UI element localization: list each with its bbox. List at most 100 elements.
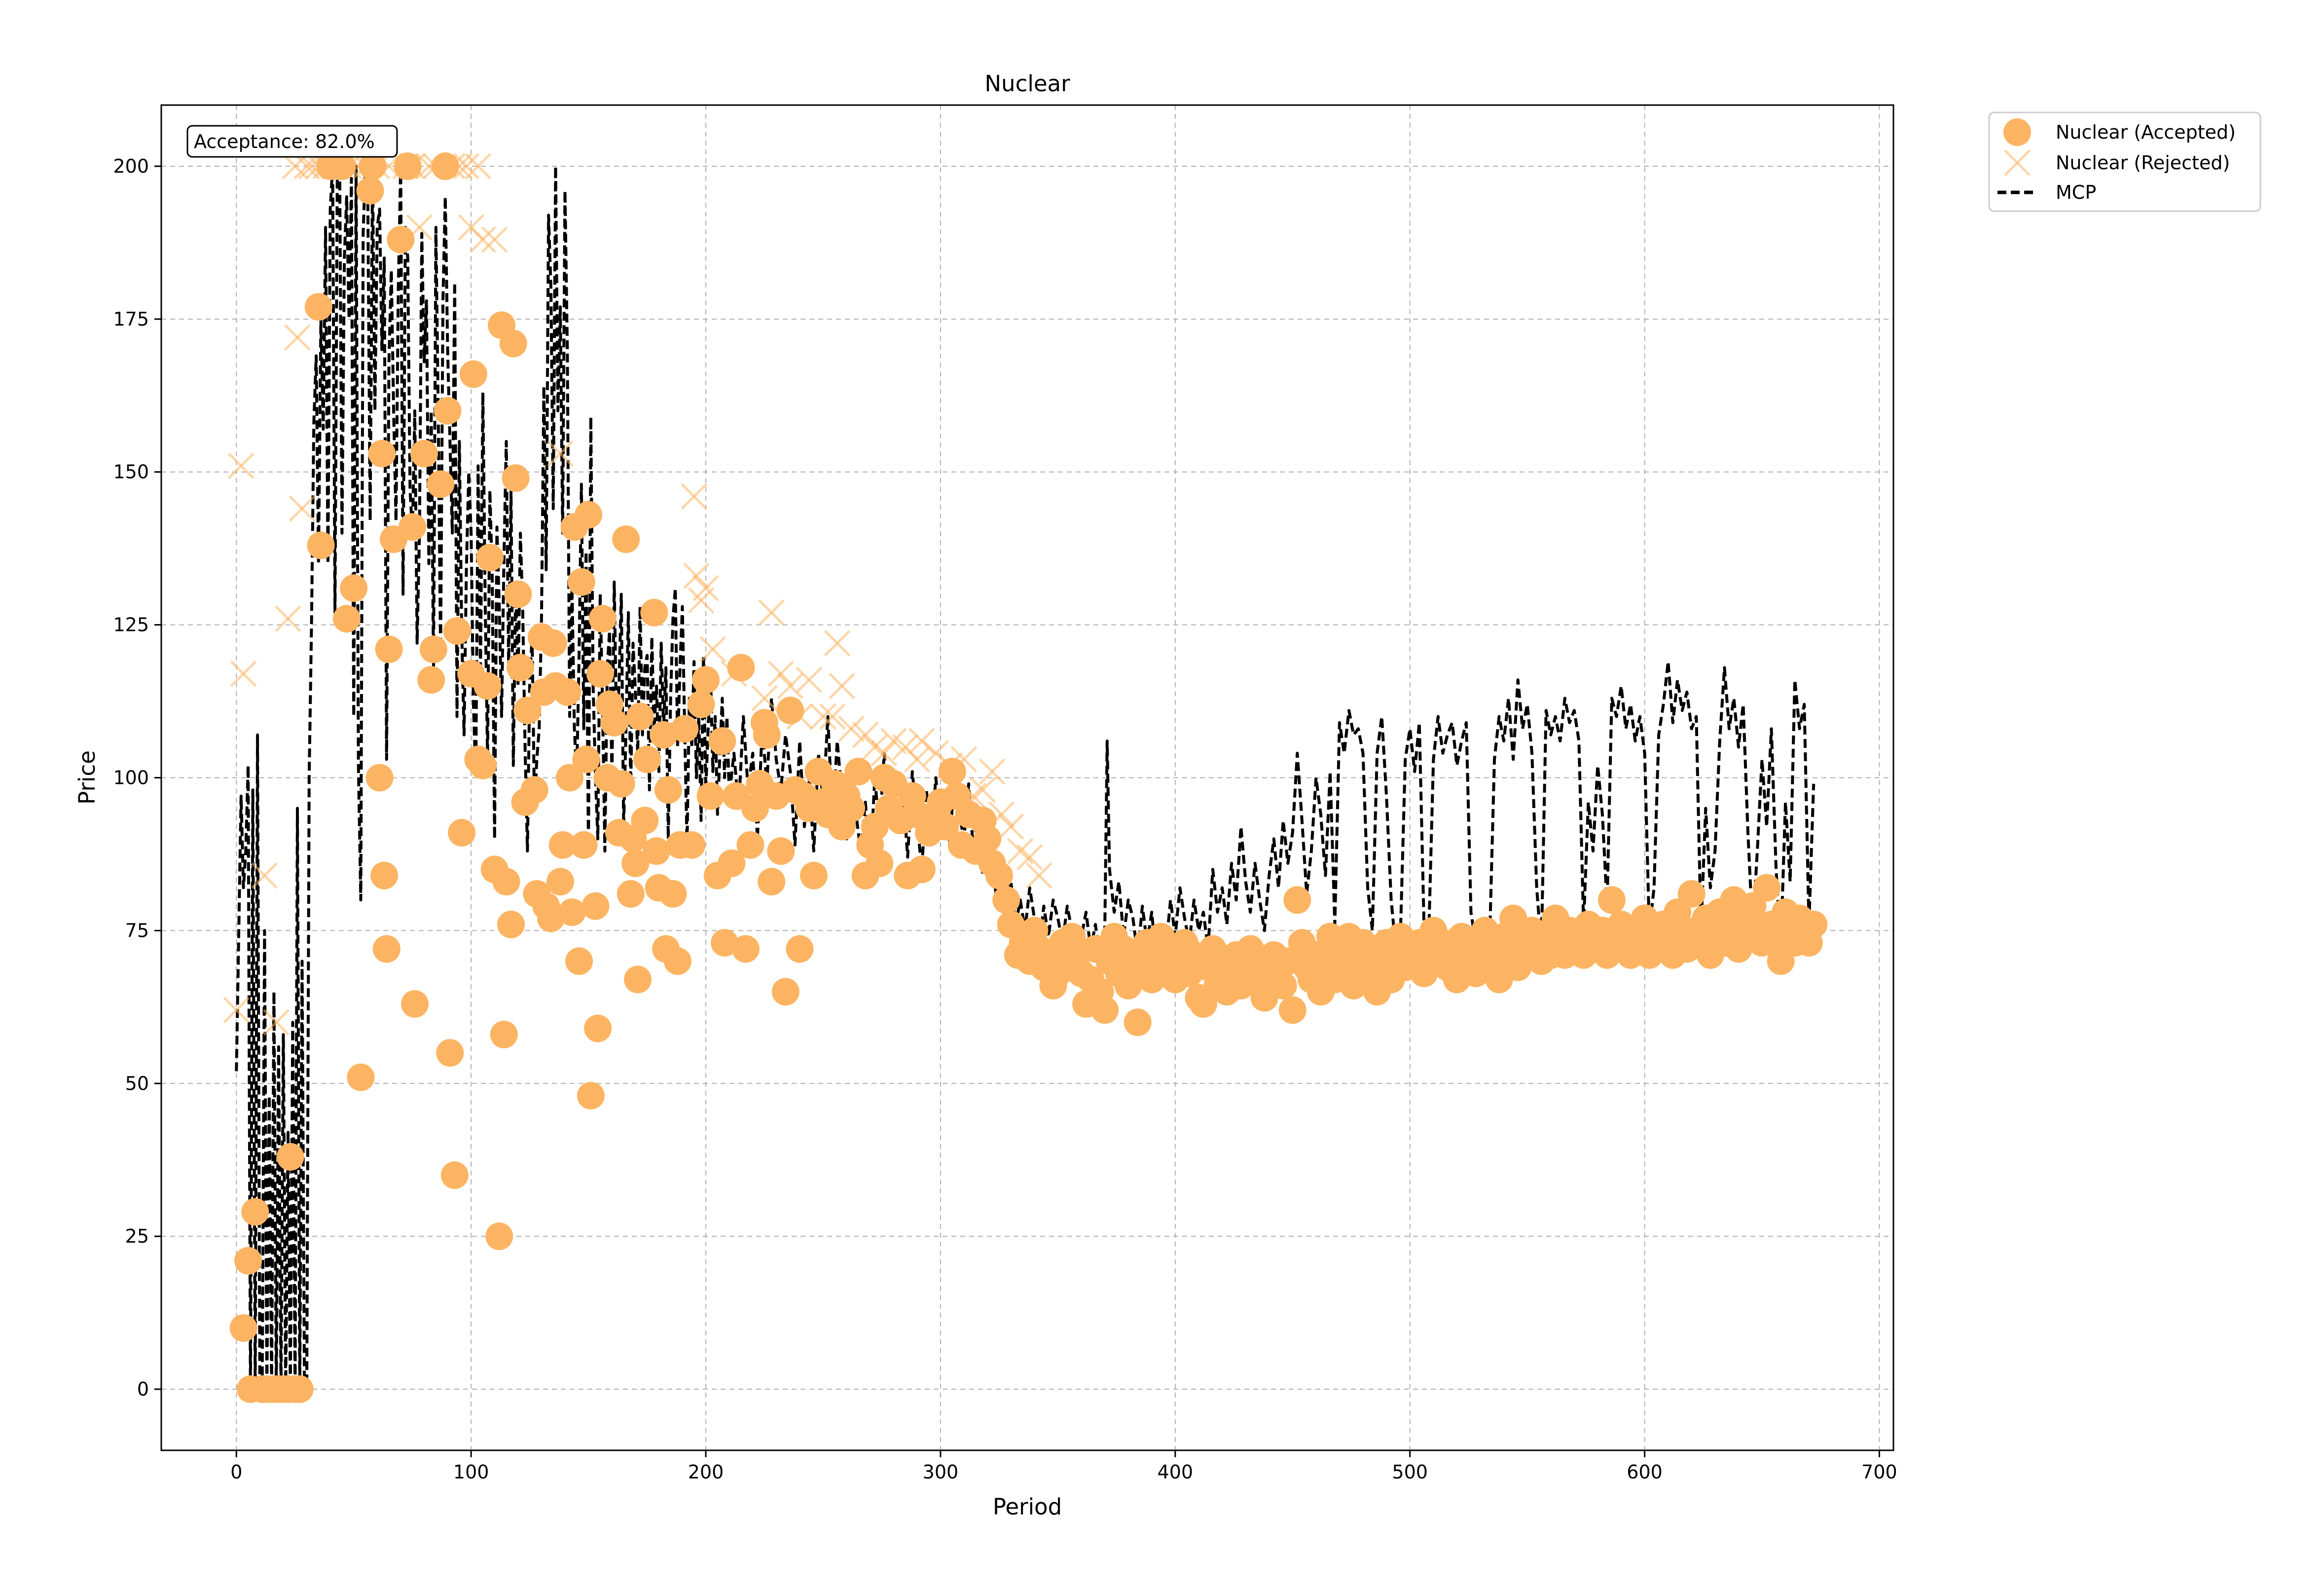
accepted-point — [340, 574, 368, 602]
rejected-point — [465, 153, 492, 180]
x-tick-label: 700 — [1861, 1461, 1897, 1483]
accepted-point — [908, 855, 936, 884]
rejected-point — [810, 703, 836, 730]
accepted-point — [368, 440, 396, 468]
accepted-point — [546, 868, 574, 896]
rejected-point — [547, 440, 574, 467]
x-tick-label: 200 — [688, 1461, 724, 1483]
accepted-point — [837, 794, 866, 822]
accepted-point — [741, 794, 769, 822]
legend-accepted-label: Nuclear (Accepted) — [2056, 121, 2236, 143]
accepted-point — [570, 831, 598, 859]
accepted-point — [588, 605, 617, 633]
accepted-point — [556, 764, 584, 792]
rejected-point — [681, 483, 708, 510]
accepted-point — [1598, 886, 1626, 914]
accepted-point — [985, 861, 1013, 889]
accepted-point — [387, 225, 415, 254]
accepted-point — [758, 868, 786, 896]
axis-ticks: 0 100 200 300 400 500 600 700 0 25 50 75 100 125 150 17… — [113, 155, 1897, 1483]
accepted-point — [678, 831, 706, 859]
rejected-point — [263, 1009, 290, 1036]
accepted-point — [459, 360, 487, 388]
accepted-point — [866, 849, 894, 878]
accepted-point — [727, 654, 755, 682]
rejected-point — [228, 452, 254, 479]
accepted-point — [640, 598, 668, 627]
accepted-point — [286, 1375, 314, 1403]
y-tick-label: 150 — [113, 461, 149, 483]
x-tick-label: 400 — [1158, 1461, 1194, 1483]
accepted-point — [394, 152, 422, 180]
accepted-point — [565, 947, 593, 975]
accepted-point — [731, 935, 760, 963]
accepted-point — [504, 580, 532, 608]
accepted-point — [328, 152, 356, 180]
accepted-point — [626, 702, 654, 731]
accepted-point — [938, 758, 966, 786]
accepted-point — [356, 177, 384, 205]
rejected-point — [289, 495, 316, 522]
x-tick-label: 0 — [230, 1461, 242, 1483]
accepted-point — [436, 1039, 464, 1067]
accepted-point — [410, 440, 438, 468]
accepted-point — [548, 831, 577, 859]
chart-title: Nuclear — [984, 71, 1070, 97]
accepted-point — [448, 819, 476, 847]
accepted-point — [659, 880, 687, 908]
rejected-point — [758, 599, 785, 626]
rejected-point — [751, 685, 778, 712]
rejected-point — [683, 562, 710, 590]
rejected-point — [904, 746, 931, 773]
mcp-series — [235, 165, 1816, 1391]
accepted-point — [718, 849, 746, 878]
legend-mcp-label: MCP — [2056, 182, 2096, 203]
y-tick-label: 25 — [125, 1225, 149, 1247]
x-tick-label: 500 — [1392, 1461, 1428, 1483]
legend-accepted-marker — [2003, 118, 2031, 146]
rejected-point — [767, 661, 795, 687]
accepted-point — [687, 690, 715, 718]
accepted-point — [663, 947, 691, 975]
accepted-point — [507, 654, 535, 682]
accepted-point — [974, 825, 1002, 853]
accepted-point — [1800, 910, 1828, 938]
rejected-point — [284, 324, 311, 351]
accepted-point — [307, 531, 335, 559]
rejected-point — [838, 715, 865, 742]
accepted-point — [304, 293, 332, 321]
accepted-point — [359, 152, 387, 180]
accepted-point — [584, 1014, 612, 1042]
accepted-point — [365, 764, 394, 792]
legend-rejected-label: Nuclear (Rejected) — [2056, 152, 2230, 174]
rejected-point — [997, 813, 1024, 840]
rejected-point — [829, 672, 855, 700]
accepted-point — [276, 1143, 304, 1171]
accepted-point — [708, 727, 736, 755]
accepted-point — [370, 861, 399, 889]
rejected-point — [275, 605, 301, 632]
accepted-point — [633, 745, 661, 774]
accepted-series — [229, 152, 1828, 1403]
accepted-point — [375, 635, 403, 663]
accepted-point — [399, 513, 427, 541]
rejected-point — [1026, 862, 1053, 889]
accepted-point — [420, 635, 448, 663]
rejected-point — [824, 630, 851, 657]
accepted-point — [643, 837, 671, 865]
rejected-point — [453, 153, 480, 180]
rejected-point — [969, 776, 996, 804]
accepted-point — [612, 525, 640, 553]
accepted-point — [502, 464, 530, 492]
x-tick-label: 600 — [1627, 1461, 1663, 1483]
grid — [161, 105, 1893, 1450]
accepted-point — [736, 831, 764, 859]
accepted-point — [372, 935, 400, 963]
rejected-point — [777, 672, 804, 700]
rejected-point — [470, 226, 496, 253]
accepted-point — [621, 849, 650, 878]
y-tick-label: 125 — [113, 614, 149, 636]
accepted-point — [767, 837, 795, 865]
accepted-point — [229, 1314, 257, 1342]
